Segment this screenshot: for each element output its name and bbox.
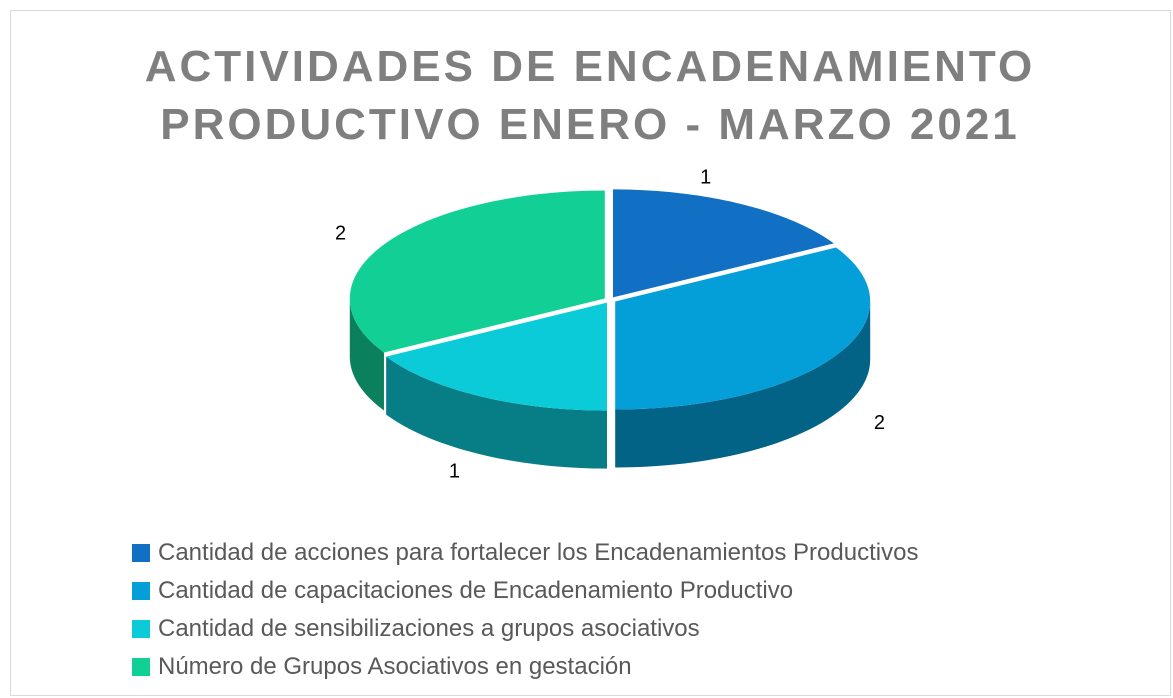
slice-side (349, 298, 384, 411)
slice (613, 189, 834, 298)
legend: Cantidad de acciones para fortalecer los… (132, 534, 918, 686)
legend-item: Cantidad de sensibilizaciones a grupos a… (132, 610, 918, 648)
legend-item: Cantidad de capacitaciones de Encadenami… (132, 572, 918, 610)
legend-swatch (132, 582, 150, 600)
legend-swatch (132, 620, 150, 638)
legend-item: Cantidad de acciones para fortalecer los… (132, 534, 918, 572)
data-label: 2 (874, 412, 885, 434)
slice-tops (349, 189, 871, 411)
side-walls (349, 298, 871, 469)
slice (349, 190, 605, 353)
slice (386, 302, 607, 411)
legend-label: Número de Grupos Asociativos en gestació… (158, 653, 632, 680)
legend-item: Número de Grupos Asociativos en gestació… (132, 648, 918, 686)
slice-side (386, 356, 607, 469)
slice-side (615, 301, 871, 468)
legend-label: Cantidad de capacitaciones de Encadenami… (158, 577, 794, 604)
legend-label: Cantidad de acciones para fortalecer los… (158, 539, 919, 566)
legend-label: Cantidad de sensibilizaciones a grupos a… (158, 615, 700, 642)
data-label: 1 (449, 460, 460, 482)
chart-title: ACTIVIDADES DE ENCADENAMIENTO PRODUCTIVO… (144, 42, 1036, 149)
slice (615, 247, 871, 410)
data-label: 2 (335, 222, 346, 244)
legend-swatch (132, 544, 150, 562)
data-label: 1 (700, 167, 711, 189)
legend-swatch (132, 658, 150, 676)
chart-frame (10, 10, 1171, 696)
